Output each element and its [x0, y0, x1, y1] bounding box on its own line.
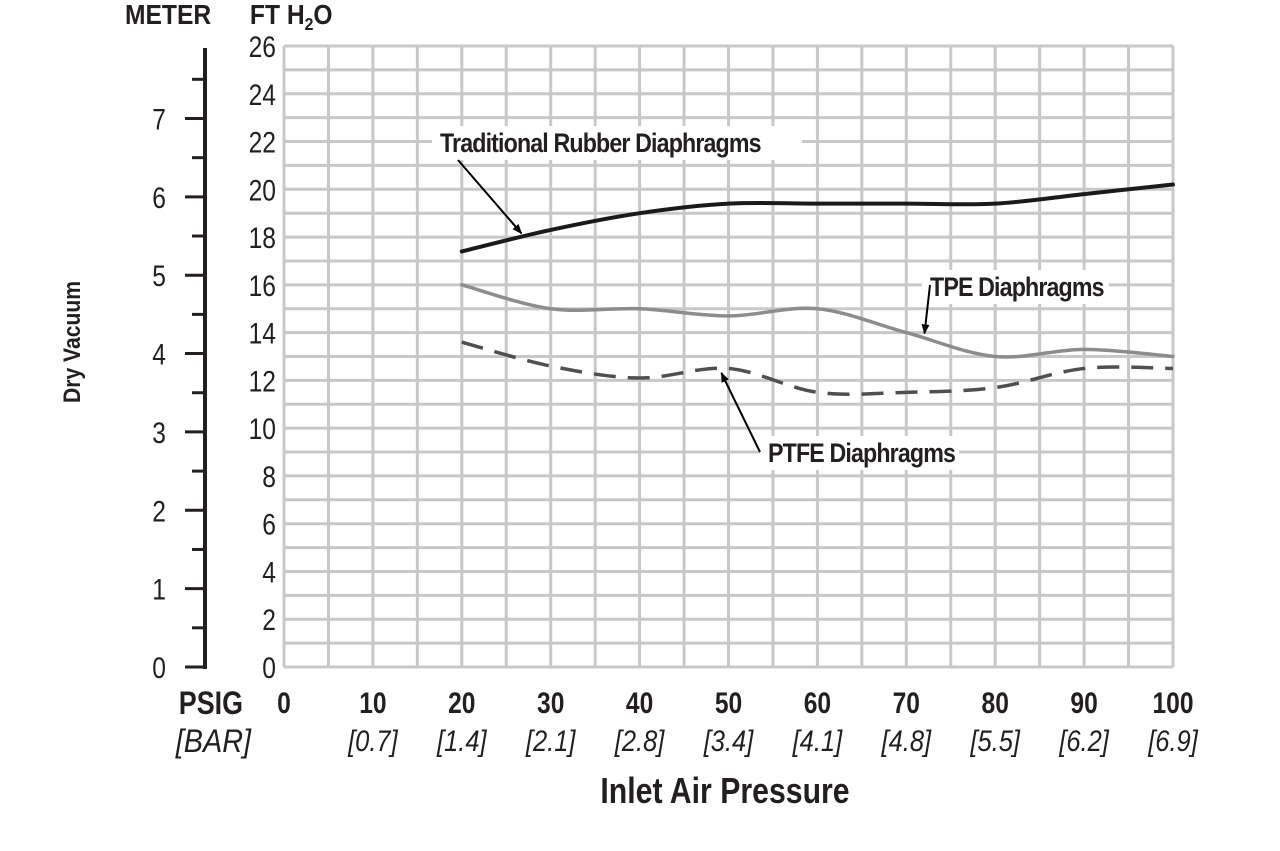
annotation-label-bg — [432, 126, 802, 160]
x-tick-label: 10 — [359, 686, 386, 720]
x-tick-label-bar: [5.5] — [969, 724, 1021, 757]
meter-tick-label: 3 — [152, 416, 166, 450]
x-tick-label-bar: [1.4] — [436, 724, 488, 757]
series-layer — [459, 182, 1175, 397]
x-tick-label: 80 — [982, 686, 1009, 720]
series-line-traditional-rubber-diaphragms — [459, 182, 1175, 254]
x-axis-title: Inlet Air Pressure — [600, 772, 849, 812]
x-tick-label-bar: [4.1] — [792, 724, 844, 757]
x-tick-label: 70 — [893, 686, 920, 720]
x-tick-label: 30 — [537, 686, 564, 720]
meter-tick-label: 5 — [152, 259, 166, 293]
ft-h2o-unit-label: FT H2O — [250, 0, 333, 34]
annotation-arrow — [720, 372, 761, 453]
annotation-label: PTFE Diaphragms — [768, 438, 955, 468]
series-line-tpe-diaphragms — [460, 283, 1175, 359]
y-tick-label: 14 — [249, 316, 276, 350]
y-tick-label: 10 — [249, 412, 276, 446]
y-tick-label: 16 — [249, 269, 276, 303]
annotation-label: Traditional Rubber Diaphragms — [440, 128, 761, 158]
annotation-arrow — [457, 159, 523, 235]
y-tick-label: 20 — [249, 173, 276, 207]
bar-unit-label: [BAR] — [175, 724, 253, 760]
y-tick-label: 2 — [262, 603, 276, 637]
x-tick-label: 50 — [715, 686, 742, 720]
meter-tick-label: 7 — [152, 102, 166, 136]
meter-tick-label: 0 — [152, 651, 166, 685]
x-tick-label-bar: [2.8] — [614, 724, 666, 757]
x-tick-label-bar: [4.8] — [881, 724, 933, 757]
x-tick-label: 90 — [1070, 686, 1097, 720]
x-tick-label: 0 — [277, 686, 291, 720]
annotations: Traditional Rubber Diaphragms TPE Diaphra… — [432, 126, 1109, 470]
y-axis-title: Dry Vacuum — [59, 281, 86, 403]
meter-tick-label: 1 — [152, 572, 166, 606]
annotation-label: TPE Diaphragms — [930, 272, 1104, 302]
y-tick-label: 4 — [262, 555, 276, 589]
y-tick-label: 6 — [262, 507, 276, 541]
annotation-label-bg — [922, 270, 1109, 304]
meter-tick-label: 6 — [152, 181, 166, 215]
meter-tick-label: 4 — [152, 337, 166, 371]
x-tick-label-bar: [3.4] — [703, 724, 755, 757]
x-tick-label: 60 — [804, 686, 831, 720]
y-tick-label: 22 — [249, 125, 276, 159]
annotation-label-bg — [760, 436, 959, 470]
y-tick-label: 26 — [249, 30, 276, 64]
x-tick-label-bar: [6.9] — [1147, 724, 1199, 757]
y-tick-label: 8 — [262, 460, 276, 494]
x-tick-label-bar: [2.1] — [525, 724, 577, 757]
y-tick-label: 0 — [262, 651, 276, 685]
annotation-arrow — [921, 284, 931, 335]
psig-unit-label: PSIG — [179, 686, 243, 722]
y-tick-label: 12 — [249, 364, 276, 398]
series-line-ptfe-diaphragms — [461, 340, 1174, 397]
x-tick-label-bar: [0.7] — [347, 724, 399, 757]
meter-unit-label: METER — [125, 0, 211, 30]
x-tick-label: 40 — [626, 686, 653, 720]
meter-tick-label: 2 — [152, 494, 166, 528]
y-tick-label: 24 — [249, 77, 276, 111]
x-tick-label: 100 — [1152, 686, 1193, 720]
x-tick-label: 20 — [448, 686, 475, 720]
x-tick-label-bar: [6.2] — [1058, 724, 1110, 757]
y-tick-label: 18 — [249, 221, 276, 255]
